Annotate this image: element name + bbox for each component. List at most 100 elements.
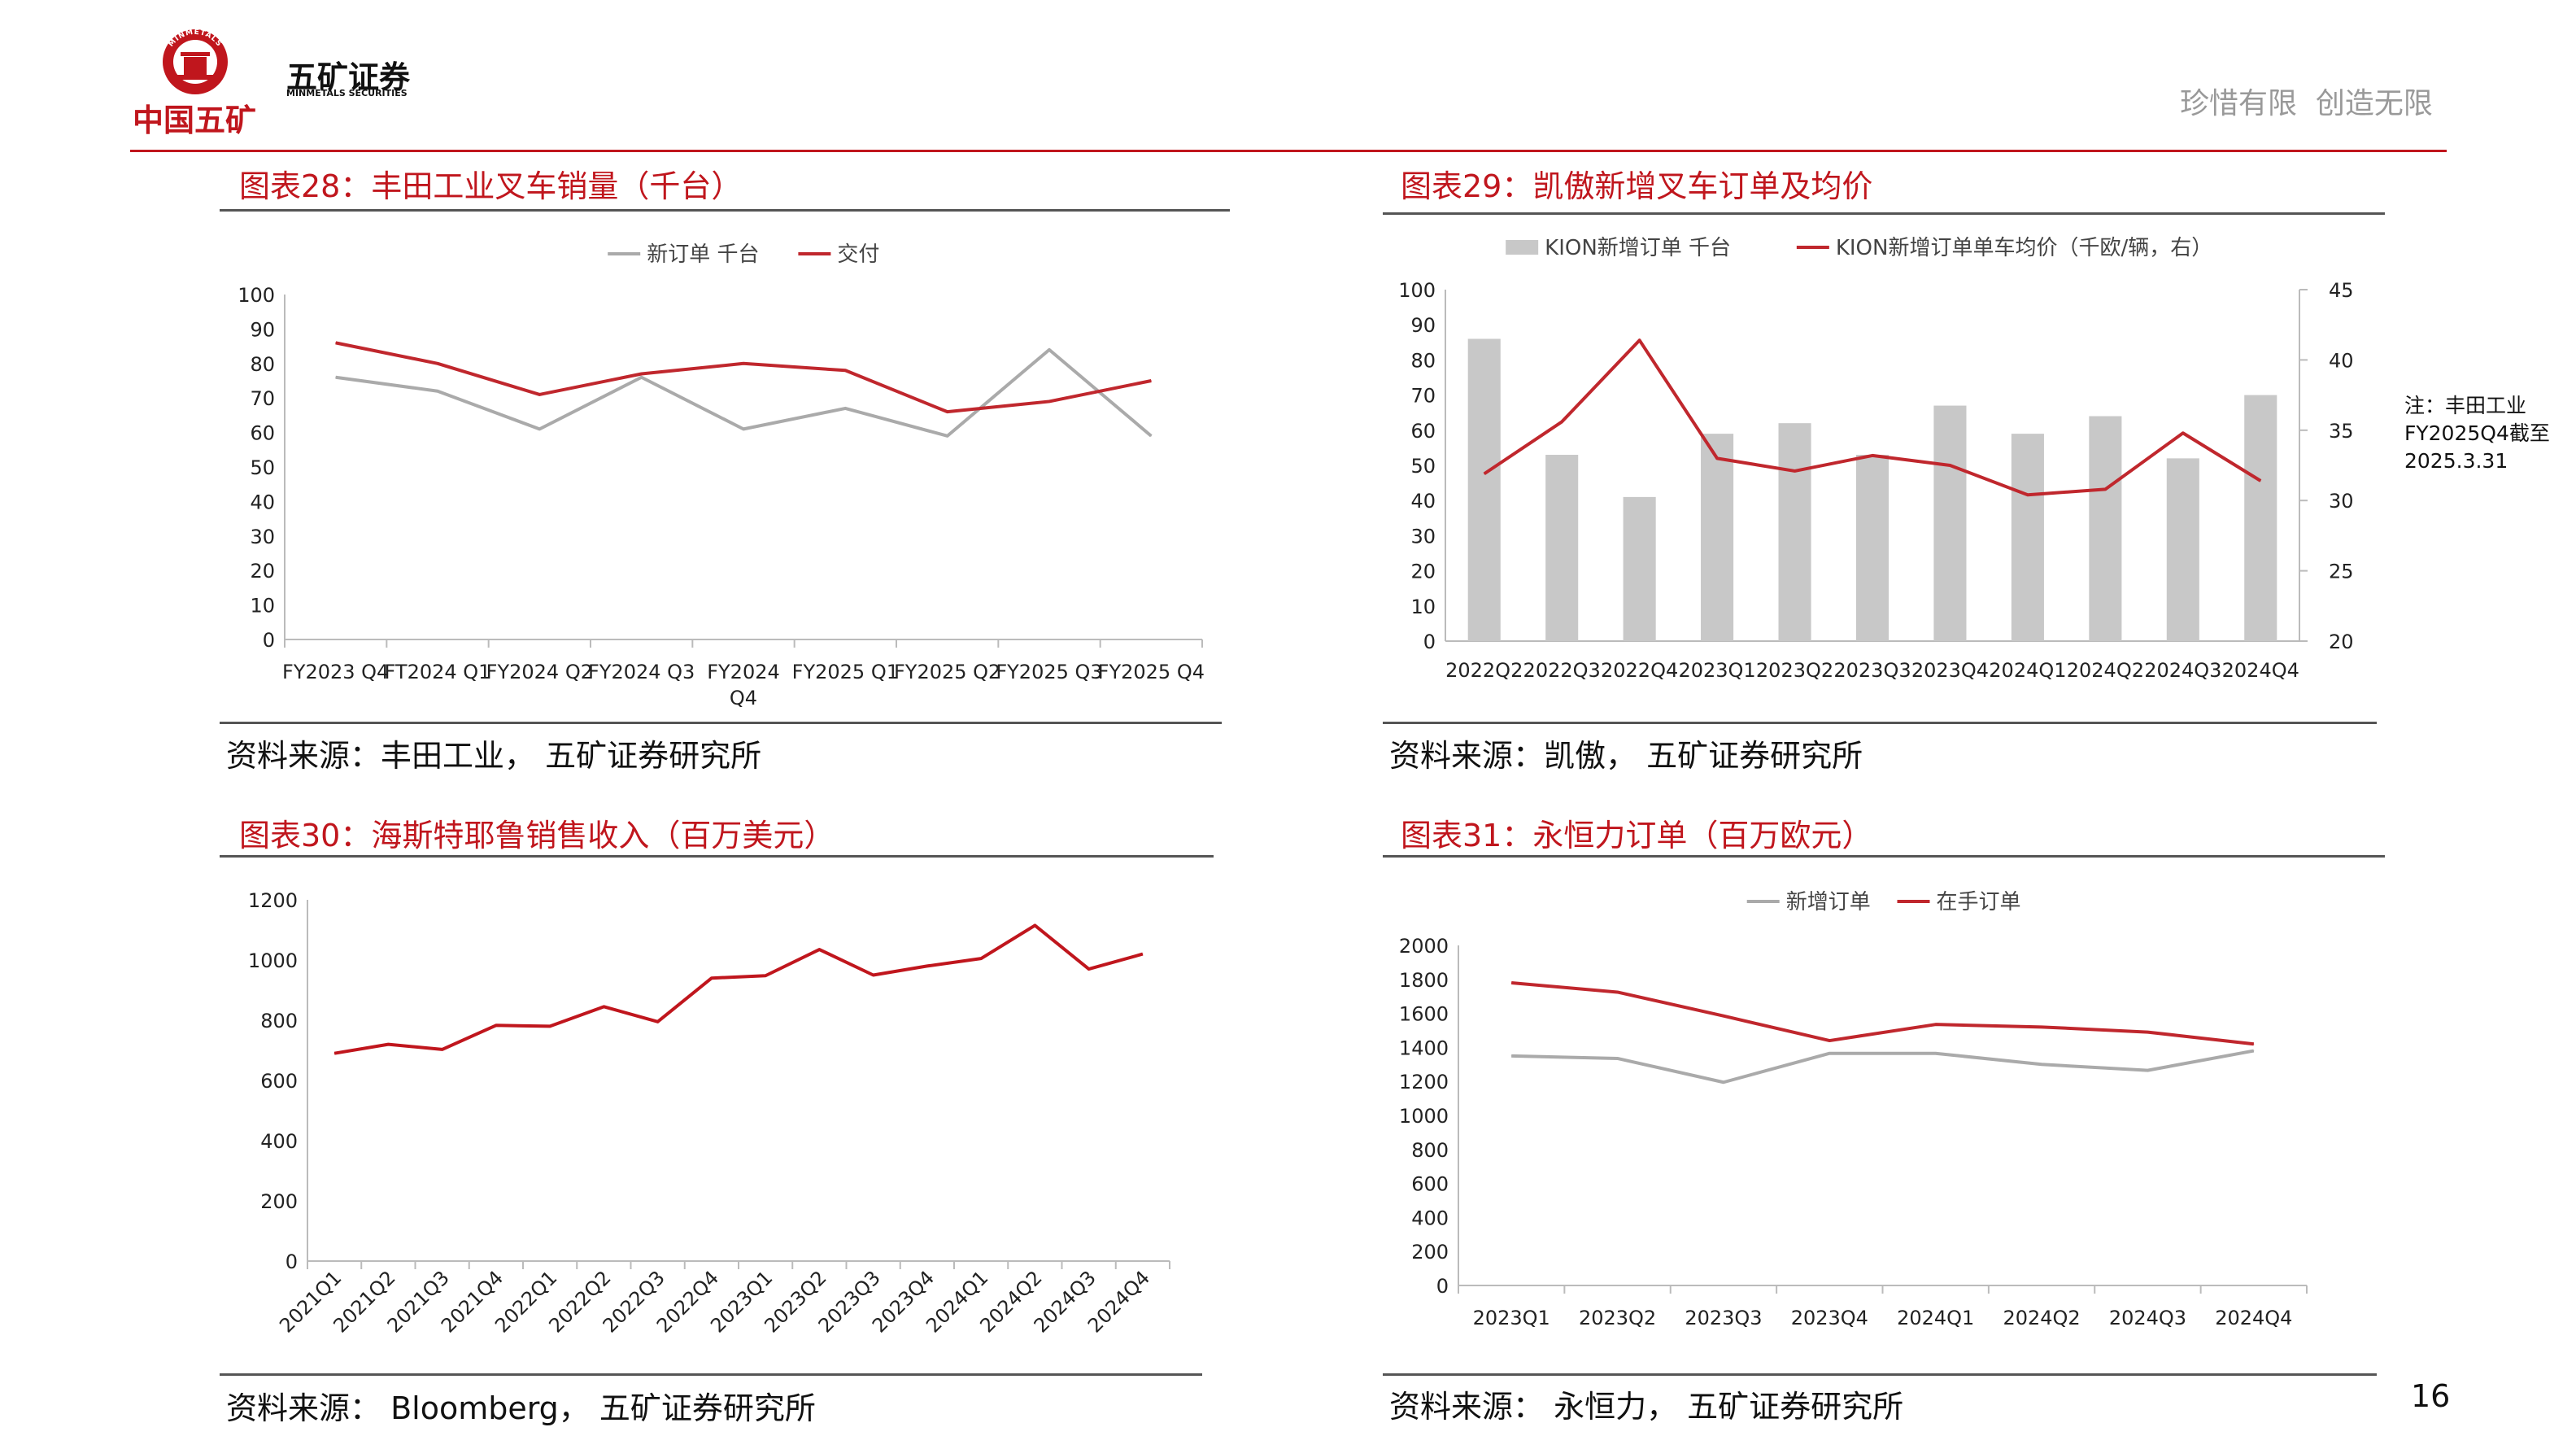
x-tick-label: 2024Q2 <box>2067 659 2144 682</box>
y-tick-label: 100 <box>238 284 275 307</box>
y-tick-label: 100 <box>1398 279 1436 302</box>
side-note-line: 注：丰田工业 <box>2404 394 2527 417</box>
legend-label: 新增订单 <box>1786 890 1871 914</box>
y2-tick-label: 35 <box>2329 420 2354 443</box>
y-tick-label: 40 <box>250 491 275 513</box>
data-point <box>926 965 928 967</box>
fig30-title-rule <box>220 855 1214 858</box>
data-point <box>1048 400 1050 402</box>
data-point <box>1088 968 1090 970</box>
y-tick-label: 20 <box>1410 561 1436 583</box>
side-note-line: FY2025Q4截至 <box>2404 421 2550 445</box>
logo-company-name: 五矿证券 <box>286 59 411 95</box>
x-tick-label: 2023Q1 <box>1678 659 1755 682</box>
y2-tick-label: 40 <box>2329 349 2354 372</box>
x-tick-label: 2024Q1 <box>1989 659 2066 682</box>
data-point <box>1150 380 1152 382</box>
series-line <box>335 341 1152 414</box>
y-tick-label: 400 <box>260 1130 298 1153</box>
fig31-title-rule <box>1383 855 2385 858</box>
data-point <box>765 975 766 976</box>
data-point <box>947 435 948 437</box>
x-tick-label: FT2024 Q1 <box>385 661 491 683</box>
data-point <box>1935 1053 1937 1054</box>
bar <box>2244 395 2277 641</box>
bar <box>1623 496 1656 641</box>
data-point <box>1617 991 1619 993</box>
y-tick-label: 70 <box>250 387 275 410</box>
series-line <box>1511 1049 2255 1085</box>
data-point <box>1150 435 1152 437</box>
data-point <box>1510 1055 1512 1057</box>
y-tick-label: 1200 <box>248 889 298 912</box>
data-point <box>1510 982 1512 984</box>
legend-label: 新订单 千台 <box>647 242 759 267</box>
y-tick-label: 1000 <box>1399 1105 1449 1128</box>
x-tick-label: 2022Q3 <box>1523 659 1601 682</box>
x-tick-label: 2023Q2 <box>1756 659 1833 682</box>
x-tick-label: FY2024 Q3 <box>588 661 695 683</box>
y-tick-label: 80 <box>1410 349 1436 372</box>
legend-label: 交付 <box>837 242 879 267</box>
x-tick-label: 2022Q2 <box>1445 659 1523 682</box>
data-point <box>1723 1015 1724 1017</box>
bar <box>1933 405 1967 641</box>
x-tick-label: 2024Q1 <box>1897 1307 1974 1329</box>
x-tick-label: FY2023 Q4 <box>282 661 389 683</box>
y-tick-label: 1000 <box>248 949 298 972</box>
y-tick-label: 800 <box>1411 1139 1449 1162</box>
x-tick-label: FY2025 Q2 <box>894 661 1000 683</box>
bar <box>2089 416 2122 641</box>
y-tick-label: 600 <box>1411 1173 1449 1196</box>
data-point <box>2253 1043 2255 1045</box>
data-point <box>495 1024 497 1026</box>
legend-label: KION新增订单 千台 <box>1545 236 1731 260</box>
data-point <box>1723 1081 1724 1083</box>
x-tick-label: FY2024 <box>707 661 780 683</box>
fig31-title: 图表31：永恒力订单（百万欧元） <box>1401 818 1873 853</box>
x-tick-label: 2023Q1 <box>1473 1307 1550 1329</box>
data-point <box>2182 432 2184 434</box>
y-tick-label: 2000 <box>1399 935 1449 958</box>
bar <box>1778 423 1811 641</box>
y-tick-label: 800 <box>260 1010 298 1032</box>
y-tick-label: 20 <box>250 560 275 583</box>
data-point <box>641 373 643 375</box>
bar <box>1701 434 1734 641</box>
data-point <box>538 394 540 395</box>
x-tick-label: 2022Q4 <box>1601 659 1678 682</box>
fig30-source: 资料来源： Bloomberg， 五矿证券研究所 <box>226 1390 816 1426</box>
legend-swatch <box>1506 240 1539 255</box>
logo-group-name: 中国五矿 <box>133 103 257 138</box>
data-point <box>641 377 643 378</box>
fig29-chart: 0 10 20 30 40 50 60 70 80 90 100 20 25 30 35 40 45 2022Q2… <box>1398 236 2354 682</box>
data-point <box>1828 1053 1830 1054</box>
data-point <box>1949 465 1951 466</box>
bar <box>2166 458 2199 641</box>
fig28-title: 图表28：丰田工业叉车销量（千台） <box>239 168 743 204</box>
data-point <box>844 369 846 371</box>
fig29-title: 图表29：凯傲新增叉车订单及均价 <box>1401 168 1873 204</box>
legend-label: KION新增订单单车均价（千欧/辆，右） <box>1836 236 2212 260</box>
y-tick-label: 1600 <box>1399 1003 1449 1026</box>
side-note: 注：丰田工业 FY2025Q4截至 2025.3.31 <box>2404 392 2550 475</box>
company-logo-icon: MINMETALS <box>163 28 228 94</box>
data-point <box>2260 480 2261 482</box>
fig28-source: 资料来源：丰田工业， 五矿证券研究所 <box>226 738 762 774</box>
y-tick-label: 200 <box>260 1190 298 1213</box>
data-point <box>743 363 744 364</box>
side-note-line: 2025.3.31 <box>2404 449 2508 473</box>
data-point <box>1794 470 1796 472</box>
y-tick-label: 0 <box>285 1250 298 1273</box>
slogan: 珍惜有限 创造无限 <box>2180 87 2433 120</box>
series-line <box>1511 980 2255 1046</box>
y2-tick-label: 25 <box>2329 561 2354 583</box>
data-point <box>1872 455 1873 456</box>
fig29-source: 资料来源：凯傲， 五矿证券研究所 <box>1389 738 1863 774</box>
data-point <box>335 377 337 378</box>
fig29-source-rule <box>1383 722 2377 724</box>
y-tick-label: 60 <box>1410 420 1436 443</box>
bar <box>2011 434 2044 641</box>
fig29-title-rule <box>1383 212 2385 215</box>
y-tick-label: 60 <box>250 422 275 445</box>
